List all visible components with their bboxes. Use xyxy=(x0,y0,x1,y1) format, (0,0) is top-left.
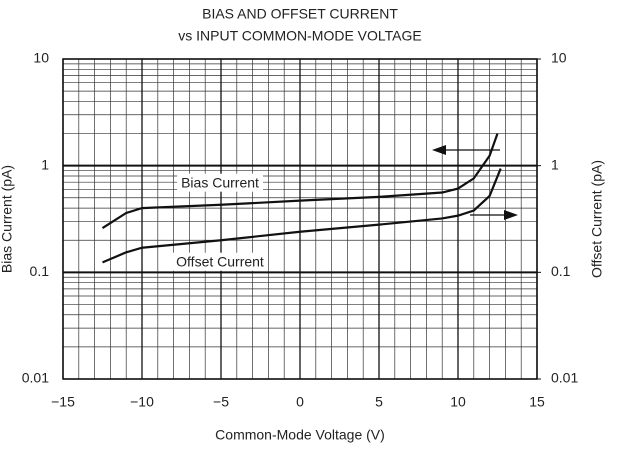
y-tick-label: 0.1 xyxy=(30,263,50,279)
y2-tick-label: 1 xyxy=(551,156,559,172)
chart-title: BIAS AND OFFSET CURRENT xyxy=(202,6,398,22)
x-tick-label: 15 xyxy=(529,394,545,410)
arrow-head xyxy=(432,145,446,155)
line-series xyxy=(101,133,499,229)
y2-tick-label: 10 xyxy=(551,50,567,66)
y-tick-label: 10 xyxy=(33,50,49,66)
y-axis-label: Bias Current (pA) xyxy=(0,165,15,273)
annotation-bg xyxy=(177,173,264,192)
y2-tick-label: 0.1 xyxy=(551,263,571,279)
annotation-bg xyxy=(172,252,268,271)
line-series xyxy=(102,168,502,264)
x-tick-label: 0 xyxy=(296,394,304,410)
y2-axis-label: Offset Current (pA) xyxy=(589,160,605,278)
x-tick-label: −15 xyxy=(51,394,75,410)
chart-subtitle: vs INPUT COMMON-MODE VOLTAGE xyxy=(178,28,421,44)
x-axis-label: Common-Mode Voltage (V) xyxy=(215,427,385,443)
y-tick-label: 0.01 xyxy=(22,370,49,386)
y-tick-label: 1 xyxy=(41,156,49,172)
plot-frame xyxy=(62,58,538,380)
annotation: Bias Current xyxy=(181,175,259,191)
arrow-head xyxy=(504,210,518,220)
annotation: Offset Current xyxy=(176,254,264,270)
x-tick-label: −5 xyxy=(213,394,229,410)
x-tick-label: 5 xyxy=(375,394,383,410)
x-tick-label: −10 xyxy=(130,394,154,410)
x-tick-label: 10 xyxy=(450,394,466,410)
y2-tick-label: 0.01 xyxy=(551,370,578,386)
